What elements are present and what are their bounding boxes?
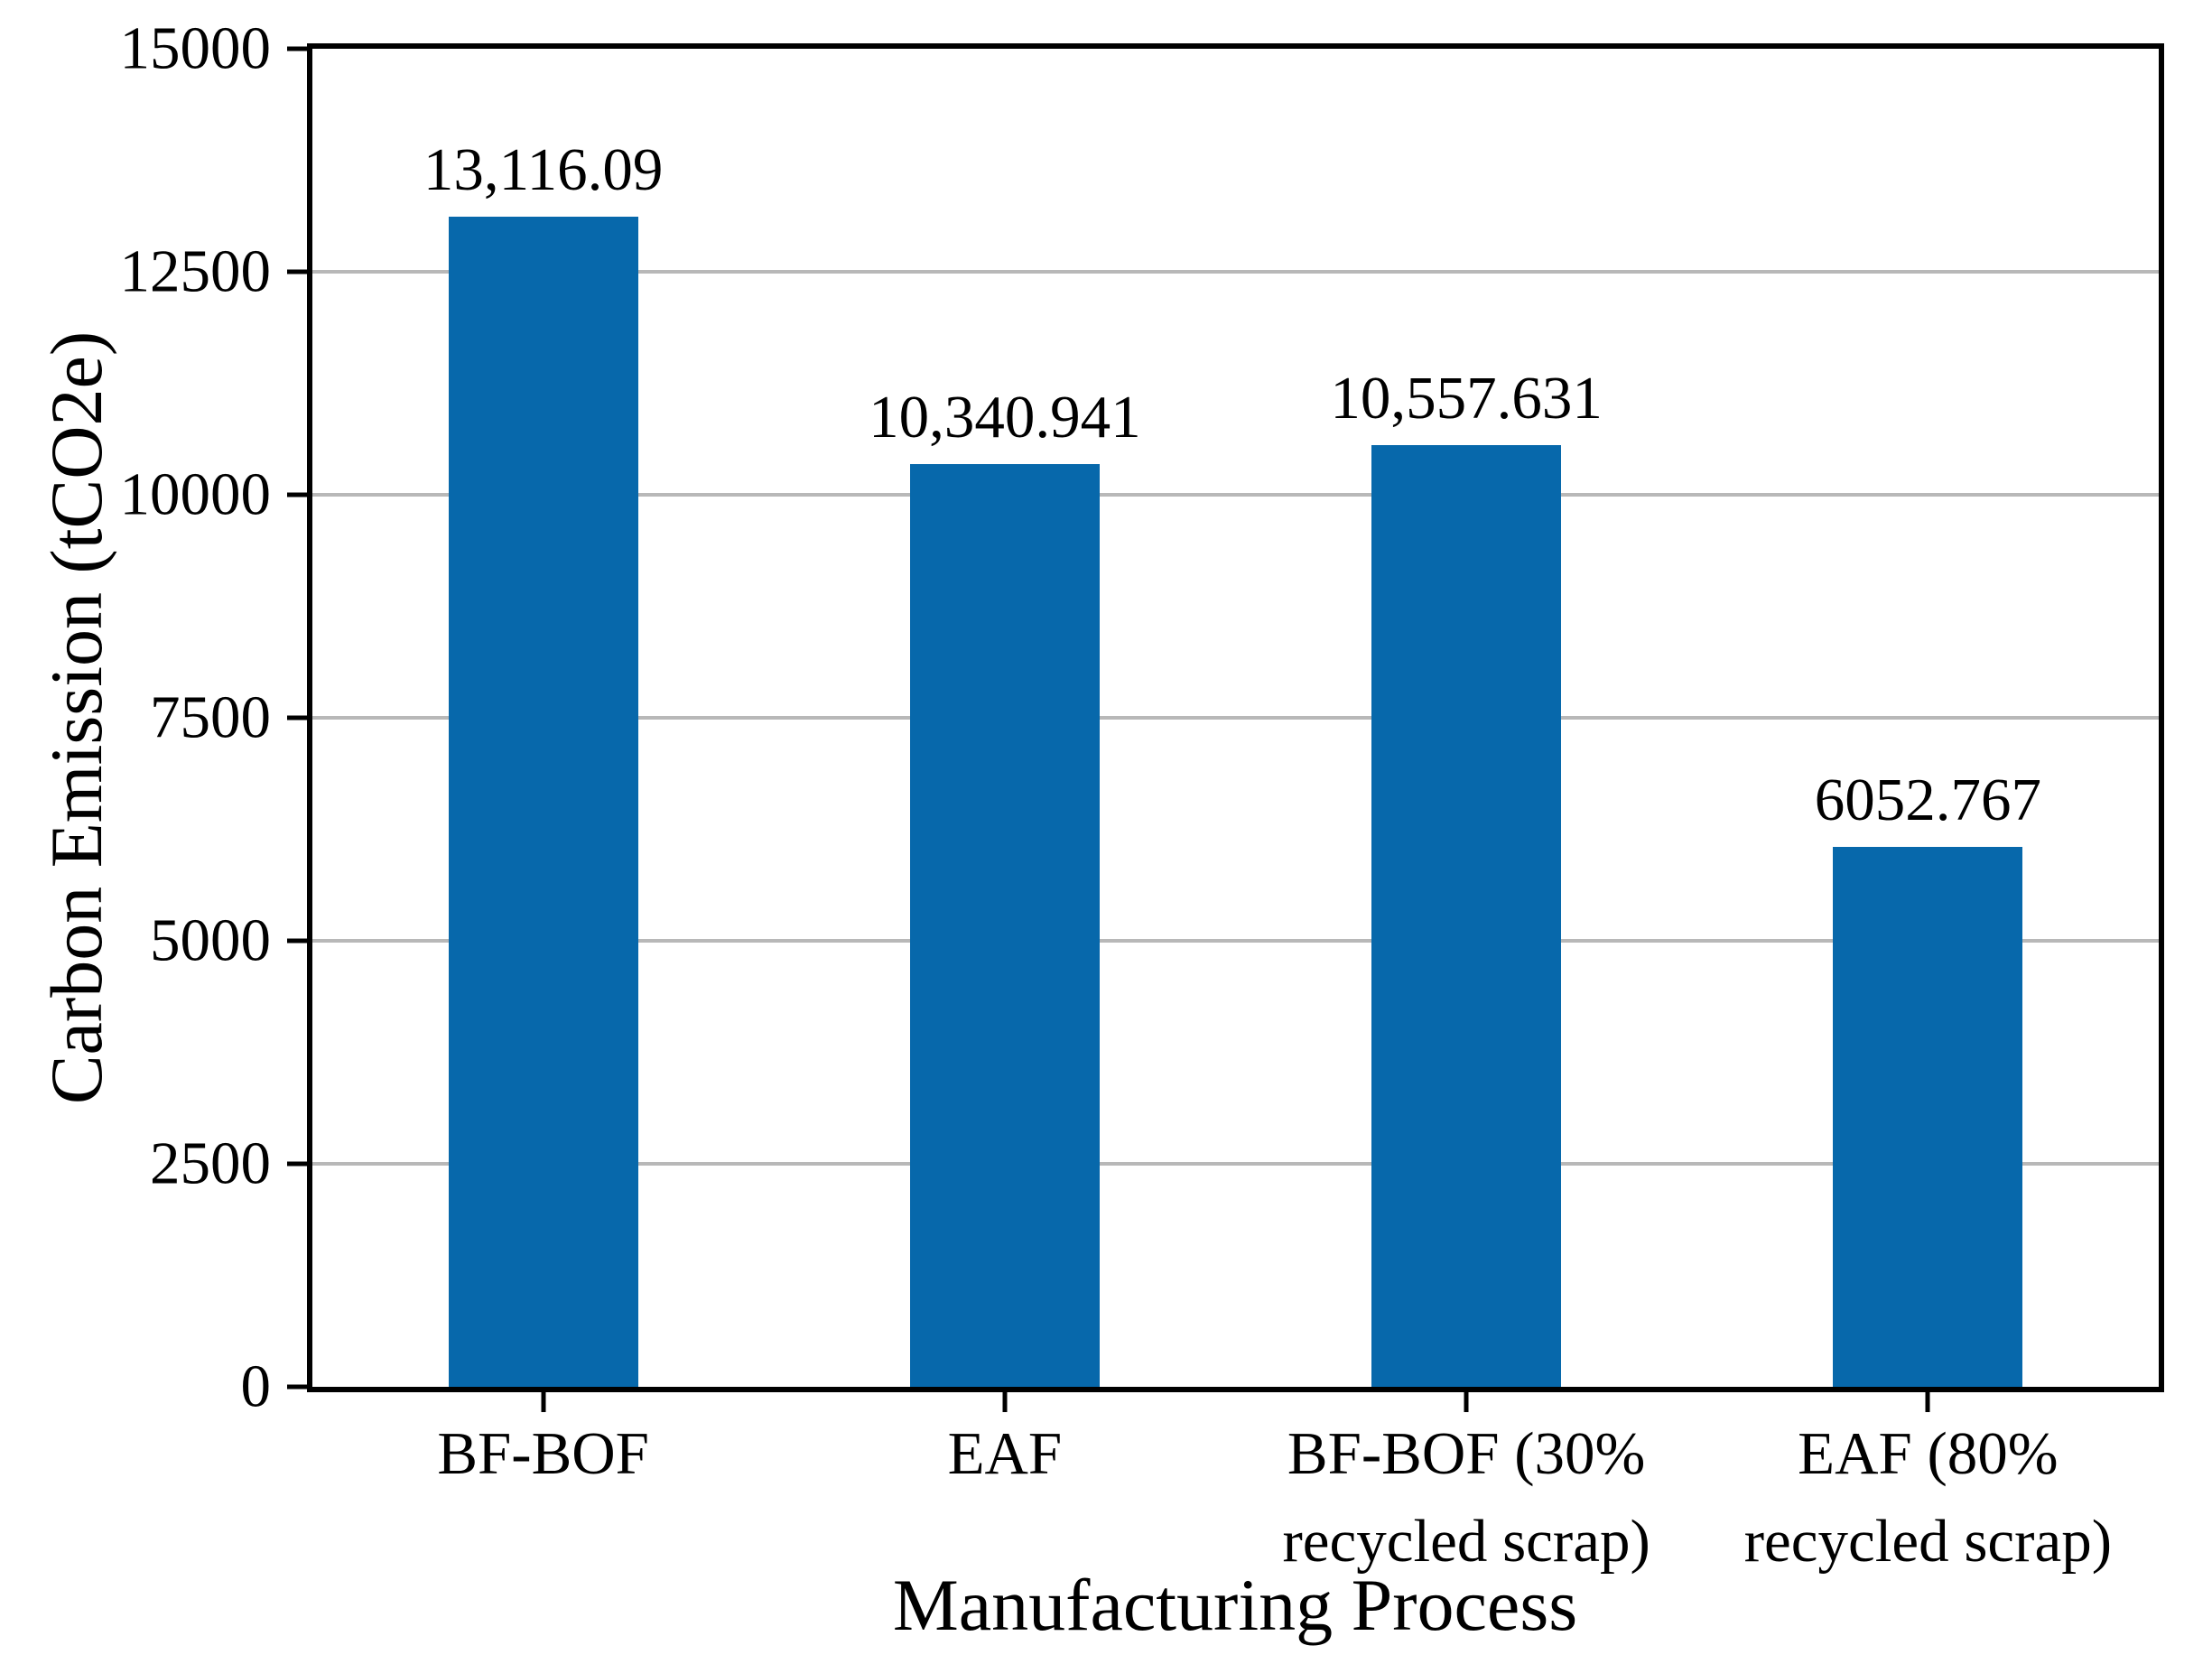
plot-inner	[312, 49, 2159, 1387]
y-tick-label: 10000	[119, 460, 272, 528]
y-tick-mark	[287, 715, 307, 720]
y-tick-mark	[287, 938, 307, 944]
y-tick-mark	[287, 492, 307, 497]
x-tick-label-line: EAF (80%	[1798, 1420, 2059, 1487]
y-tick-mark	[287, 46, 307, 51]
bar	[1371, 444, 1562, 1387]
y-tick-mark	[287, 269, 307, 274]
x-tick-label: EAF (80% recycled scrap)	[1744, 1410, 2112, 1585]
bar	[448, 217, 638, 1387]
x-tick-mark	[1002, 1392, 1008, 1412]
x-tick-label: EAF	[948, 1410, 1063, 1498]
x-tick-label-line: EAF	[947, 1420, 1063, 1487]
x-tick-label: BF-BOF	[437, 1410, 649, 1498]
y-tick-label: 15000	[119, 14, 272, 82]
x-tick-mark	[1925, 1392, 1930, 1412]
y-tick-label: 12500	[119, 237, 272, 305]
bar-value-label: 13,116.09	[423, 136, 664, 204]
y-tick-label: 7500	[150, 683, 271, 751]
bar-value-label: 10,557.631	[1330, 364, 1603, 432]
gridline	[312, 270, 2159, 274]
gridline	[312, 493, 2159, 497]
x-tick-label-line: recycled scrap)	[1282, 1508, 1650, 1575]
x-tick-label: BF-BOF (30% recycled scrap)	[1282, 1410, 1650, 1585]
plot-area	[307, 43, 2164, 1392]
x-tick-mark	[1464, 1392, 1469, 1412]
gridline	[312, 939, 2159, 943]
y-tick-label: 0	[240, 1353, 272, 1420]
x-tick-mark	[541, 1392, 546, 1412]
x-tick-label-line: BF-BOF	[437, 1420, 649, 1487]
x-axis-title: Manufacturing Process	[892, 1564, 1578, 1646]
y-tick-label: 2500	[150, 1129, 271, 1197]
bar	[909, 464, 1100, 1387]
x-tick-label-line: BF-BOF (30%	[1287, 1420, 1646, 1487]
bar-value-label: 6052.767	[1814, 766, 2041, 833]
y-tick-mark	[287, 1384, 307, 1390]
x-tick-label-line: recycled scrap)	[1743, 1508, 2113, 1575]
gridline	[312, 1162, 2159, 1166]
gridline	[312, 716, 2159, 720]
bar-value-label: 10,340.941	[869, 384, 1141, 451]
bar	[1833, 847, 2023, 1387]
y-tick-label: 5000	[150, 906, 271, 974]
y-tick-mark	[287, 1161, 307, 1167]
